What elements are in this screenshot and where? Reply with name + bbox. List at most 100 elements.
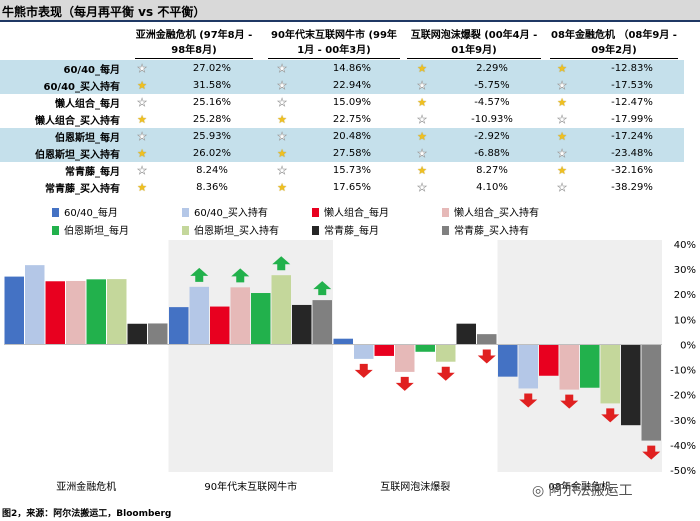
legend-swatch xyxy=(442,226,449,235)
bar xyxy=(127,323,147,345)
return-value: 25.16% xyxy=(192,97,232,108)
y-tick-label: -30% xyxy=(670,416,696,427)
arrow-down-icon xyxy=(560,394,579,409)
star-filled-icon: ★ xyxy=(264,145,300,162)
bar xyxy=(107,279,127,345)
col-header-text: 90年代末互联网牛市 (99年1月 - 00年3月) xyxy=(268,28,400,59)
legend-item: 常青藤_买入持有 xyxy=(442,222,529,237)
star-filled-icon: ★ xyxy=(277,181,287,194)
star-outline-icon: ★ xyxy=(544,77,580,94)
star-filled-icon: ★ xyxy=(124,145,160,162)
bar xyxy=(169,307,189,345)
arrow-down-icon xyxy=(519,393,538,408)
return-value: 20.48% xyxy=(300,128,404,145)
return-value: -12.47% xyxy=(611,97,653,108)
bar xyxy=(271,275,291,345)
return-value: 15.73% xyxy=(332,165,372,176)
watermark: ◎ 阿尔法搬运工 xyxy=(532,483,633,499)
y-tick-label: 0% xyxy=(680,340,696,351)
legend-item: 伯恩斯坦_买入持有 xyxy=(182,222,279,237)
bar-chart: 40% 30% 20% 10% 0% -10% -20% -30% -40% -50% 亚洲金融危机… xyxy=(4,240,696,493)
row-label: 常青藤_每月 xyxy=(65,167,120,178)
bar xyxy=(498,344,518,377)
return-value: 25.28% xyxy=(192,114,232,125)
bar xyxy=(312,300,332,345)
legend-label: 伯恩斯坦_每月 xyxy=(64,226,129,237)
star-filled-icon: ★ xyxy=(277,113,287,126)
star-filled-icon: ★ xyxy=(557,96,567,109)
return-value: -17.99% xyxy=(611,114,653,125)
legend-item: 懒人组合_每月 xyxy=(312,204,389,219)
col-header: 亚洲金融危机 (97年8月 - 98年8月) xyxy=(124,28,264,60)
legend-label: 60/40_每月 xyxy=(64,208,118,219)
col-header: 90年代末互联网牛市 (99年1月 - 00年3月) xyxy=(264,28,404,60)
star-filled-icon: ★ xyxy=(544,128,580,145)
arrow-down-icon xyxy=(395,376,414,391)
bar xyxy=(477,334,497,345)
col-header-text: 08年金融危机 （08年9月 - 09年2月) xyxy=(550,28,678,59)
x-category-label: 亚洲金融危机 xyxy=(56,480,116,493)
legend-item: 懒人组合_买入持有 xyxy=(442,204,539,219)
return-value: -38.29% xyxy=(611,182,653,193)
return-value: 22.75% xyxy=(332,114,372,125)
star-outline-icon: ★ xyxy=(124,128,160,145)
arrow-up-icon xyxy=(231,268,250,283)
bar xyxy=(580,344,600,388)
return-value: -5.75% xyxy=(440,77,544,94)
star-outline-icon: ★ xyxy=(557,181,567,195)
legend-item: 伯恩斯坦_每月 xyxy=(52,222,129,237)
return-value: -23.48% xyxy=(580,145,684,162)
row-label: 伯恩斯坦_每月 xyxy=(0,128,124,145)
table-row: 懒人组合_每月 ★ 25.16% ★ 15.09% ★ -4.57% ★ -12.47% xyxy=(0,94,684,111)
legend-swatch xyxy=(312,226,319,235)
return-value: 31.58% xyxy=(160,77,264,94)
legend-swatch xyxy=(52,226,59,235)
legend-item: 60/40_每月 xyxy=(52,204,118,219)
return-value: -12.83% xyxy=(580,60,684,77)
star-outline-icon: ★ xyxy=(277,96,287,110)
bar xyxy=(600,344,620,404)
bar xyxy=(621,344,641,426)
col-header-text: 互联网泡沫爆裂 (00年4月 - 01年9月) xyxy=(407,28,541,59)
col-header: 08年金融危机 （08年9月 - 09年2月) xyxy=(544,28,684,60)
return-value: 8.24% xyxy=(196,165,228,176)
col-header-text: 亚洲金融危机 (97年8月 - 98年8月) xyxy=(135,28,253,59)
row-label: 懒人组合_买入持有 xyxy=(35,116,120,127)
arrow-up-icon xyxy=(272,256,291,271)
row-label: 懒人组合_每月 xyxy=(55,99,120,110)
table-row: 60/40_每月 ★ 27.02% ★ 14.86% ★ 2.29% ★ -12.83% xyxy=(0,60,684,77)
table-row: 常青藤_每月 ★ 8.24% ★ 15.73% ★ 8.27% ★ -32.16% xyxy=(0,162,684,179)
row-label: 60/40_每月 xyxy=(0,60,124,77)
bar xyxy=(354,344,374,359)
bar xyxy=(4,276,24,345)
arrow-down-icon xyxy=(354,363,373,378)
x-category-label: 互联网泡沫爆裂 xyxy=(380,480,450,493)
x-category-label: 08年金融危机 xyxy=(548,480,611,493)
return-value: -6.88% xyxy=(440,145,544,162)
x-category-label: 90年代末互联网牛市 xyxy=(204,480,297,493)
col-header: 互联网泡沫爆裂 (00年4月 - 01年9月) xyxy=(404,28,544,60)
y-tick-label: -10% xyxy=(670,366,696,377)
star-filled-icon: ★ xyxy=(417,164,427,177)
legend-label: 懒人组合_买入持有 xyxy=(454,208,539,219)
return-value: 26.02% xyxy=(160,145,264,162)
table-row: 60/40_买入持有 ★ 31.58% ★ 22.94% ★ -5.75% ★ -17.53% xyxy=(0,77,684,94)
y-tick-label: -20% xyxy=(670,391,696,402)
star-filled-icon: ★ xyxy=(404,60,440,77)
star-outline-icon: ★ xyxy=(124,60,160,77)
return-value: 27.02% xyxy=(160,60,264,77)
star-outline-icon: ★ xyxy=(417,113,427,127)
page-title: 牛熊市表现（每月再平衡 vs 不平衡） xyxy=(2,5,206,19)
star-filled-icon: ★ xyxy=(557,164,567,177)
bar xyxy=(189,286,209,345)
bar xyxy=(415,344,435,352)
star-filled-icon: ★ xyxy=(544,60,580,77)
star-outline-icon: ★ xyxy=(264,77,300,94)
star-filled-icon: ★ xyxy=(404,128,440,145)
return-value: -10.93% xyxy=(471,114,513,125)
star-outline-icon: ★ xyxy=(404,145,440,162)
bar xyxy=(518,344,538,389)
bar xyxy=(210,306,230,345)
title-bar: 牛熊市表现（每月再平衡 vs 不平衡） xyxy=(0,0,700,22)
legend-label: 伯恩斯坦_买入持有 xyxy=(194,226,279,237)
